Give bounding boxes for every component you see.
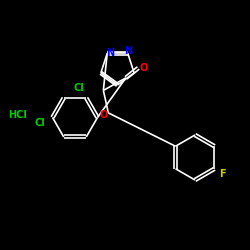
Text: N: N xyxy=(106,48,114,58)
Text: Cl: Cl xyxy=(73,83,84,93)
Text: HCl: HCl xyxy=(8,110,27,120)
Text: Cl: Cl xyxy=(34,118,45,128)
Text: O: O xyxy=(99,110,108,120)
Text: O: O xyxy=(139,63,147,73)
Text: N: N xyxy=(124,46,132,56)
Text: F: F xyxy=(219,169,225,179)
